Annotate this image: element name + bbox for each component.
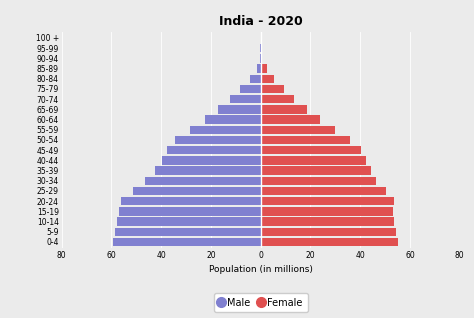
Bar [261,228,396,236]
Bar [145,176,261,185]
Bar [113,238,261,246]
X-axis label: Population (in millions): Population (in millions) [209,266,313,274]
Bar [115,228,261,236]
Bar [205,115,261,124]
Bar [260,54,261,63]
Bar [155,166,261,175]
Bar [219,105,261,114]
Bar [261,64,267,73]
Bar [239,85,261,93]
Bar [261,207,392,216]
Bar [133,187,261,195]
Bar [261,105,307,114]
Title: India - 2020: India - 2020 [219,15,302,28]
Bar [249,74,261,83]
Bar [261,126,336,134]
Bar [261,197,394,205]
Bar [163,156,261,164]
Bar [121,197,261,205]
Bar [167,146,261,154]
Legend: Male, Female: Male, Female [214,293,308,312]
Bar [261,136,350,144]
Bar [261,217,394,226]
Bar [261,187,386,195]
Bar [117,217,261,226]
Bar [119,207,261,216]
Bar [175,136,261,144]
Bar [261,85,284,93]
Bar [190,126,261,134]
Bar [261,176,376,185]
Bar [257,64,261,73]
Bar [261,238,398,246]
Bar [261,146,362,154]
Bar [261,156,366,164]
Bar [261,95,294,103]
Bar [261,54,263,63]
Bar [261,74,274,83]
Bar [261,166,372,175]
Bar [261,115,320,124]
Bar [229,95,261,103]
